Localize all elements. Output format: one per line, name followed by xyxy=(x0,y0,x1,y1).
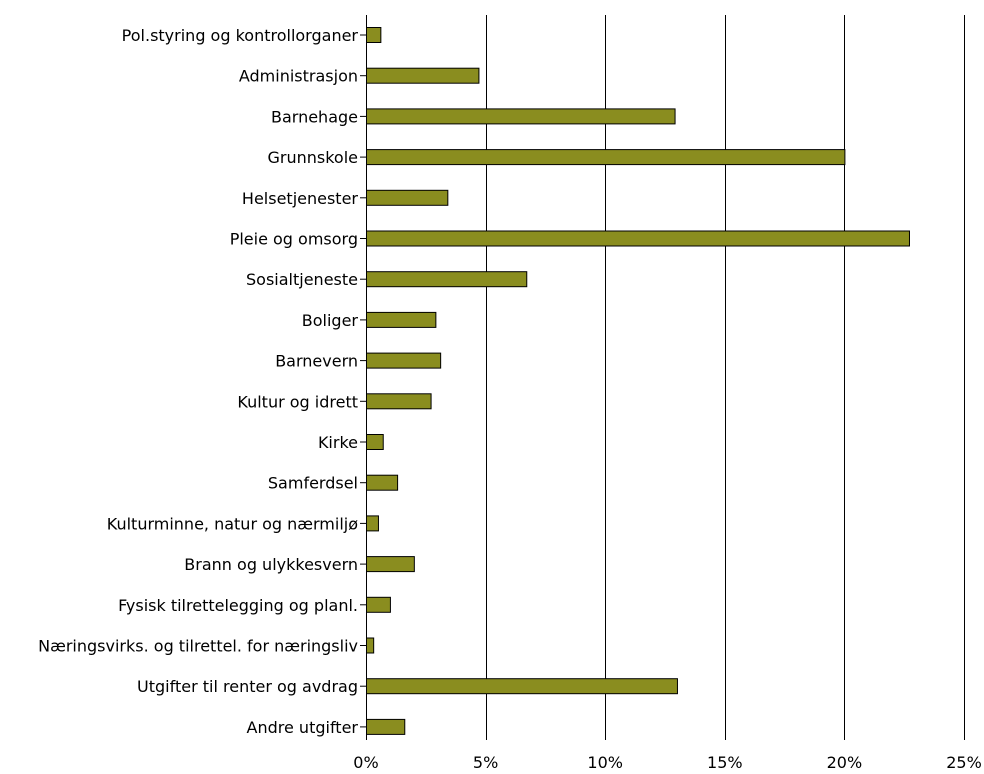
bar xyxy=(366,352,442,369)
bar xyxy=(366,596,391,613)
category-label: Barnevern xyxy=(275,352,358,371)
category-label: Kirke xyxy=(318,433,358,452)
bar xyxy=(366,67,480,84)
category-label: Næringsvirks. og tilrettel. for næringsl… xyxy=(38,637,358,656)
bar xyxy=(366,637,375,654)
category-labels: Pol.styring og kontrollorganer Administra… xyxy=(38,26,358,737)
bar xyxy=(366,27,382,43)
x-tick-labels: 0% 5% 10% 15% 20% 25% xyxy=(353,753,981,772)
category-label: Fysisk tilrettelegging og planl. xyxy=(118,596,358,615)
category-label: Samferdsel xyxy=(268,474,358,493)
bar xyxy=(366,271,528,288)
bar xyxy=(366,678,678,695)
category-label: Pol.styring og kontrollorganer xyxy=(122,26,359,45)
bar xyxy=(366,515,379,532)
category-label: Boliger xyxy=(302,311,359,330)
bars xyxy=(360,27,910,735)
bar xyxy=(366,556,415,573)
category-label: Utgifter til renter og avdrag xyxy=(137,677,358,696)
x-tick-label: 5% xyxy=(473,753,498,772)
gridlines xyxy=(486,15,965,740)
category-label: Pleie og omsorg xyxy=(230,230,358,249)
category-label: Administrasjon xyxy=(239,67,358,86)
category-label: Andre utgifter xyxy=(247,718,359,737)
category-label: Grunnskole xyxy=(267,148,358,167)
bar xyxy=(366,434,384,450)
category-label: Helsetjenester xyxy=(242,189,359,208)
x-tick-label: 20% xyxy=(827,753,863,772)
bar xyxy=(366,718,406,735)
bar xyxy=(366,393,432,410)
category-label: Sosialtjeneste xyxy=(246,270,358,289)
bar xyxy=(366,189,449,206)
x-tick-label: 10% xyxy=(587,753,623,772)
x-tick-label: 0% xyxy=(353,753,378,772)
x-tick-label: 15% xyxy=(707,753,743,772)
category-label: Barnehage xyxy=(271,107,358,126)
category-label: Kulturminne, natur og nærmiljø xyxy=(107,514,358,533)
x-tick-label: 25% xyxy=(946,753,982,772)
bar xyxy=(366,230,910,247)
bar xyxy=(366,108,676,125)
bar xyxy=(366,474,399,491)
category-label: Brann og ulykkesvern xyxy=(184,555,358,574)
bar xyxy=(366,149,846,166)
bar xyxy=(366,311,437,328)
category-label: Kultur og idrett xyxy=(237,392,358,411)
